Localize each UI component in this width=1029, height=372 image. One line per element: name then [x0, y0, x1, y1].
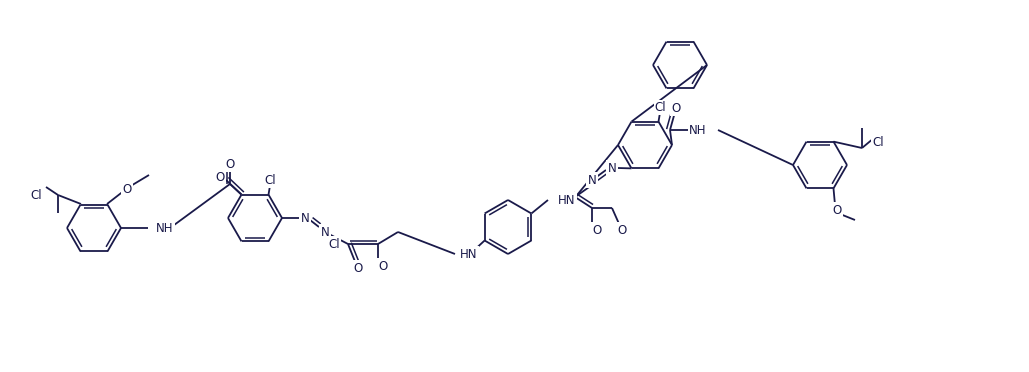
Text: O: O	[353, 262, 362, 275]
Text: O: O	[832, 203, 842, 217]
Text: Cl: Cl	[873, 135, 884, 148]
Text: O: O	[379, 260, 388, 273]
Text: N: N	[588, 173, 597, 186]
Text: O: O	[122, 183, 132, 196]
Text: Cl: Cl	[31, 189, 42, 202]
Text: Cl: Cl	[328, 237, 340, 250]
Text: N: N	[300, 212, 310, 224]
Text: N: N	[321, 225, 329, 238]
Text: Cl: Cl	[264, 174, 277, 187]
Text: O: O	[617, 224, 627, 237]
Text: HN: HN	[558, 193, 575, 206]
Text: O: O	[215, 170, 224, 183]
Text: O: O	[225, 157, 235, 170]
Text: N: N	[608, 161, 616, 174]
Text: O: O	[671, 102, 680, 115]
Text: HN: HN	[460, 247, 477, 260]
Text: NH: NH	[156, 221, 174, 234]
Text: NH: NH	[689, 124, 707, 137]
Text: Cl: Cl	[654, 101, 667, 114]
Text: O: O	[593, 224, 602, 237]
